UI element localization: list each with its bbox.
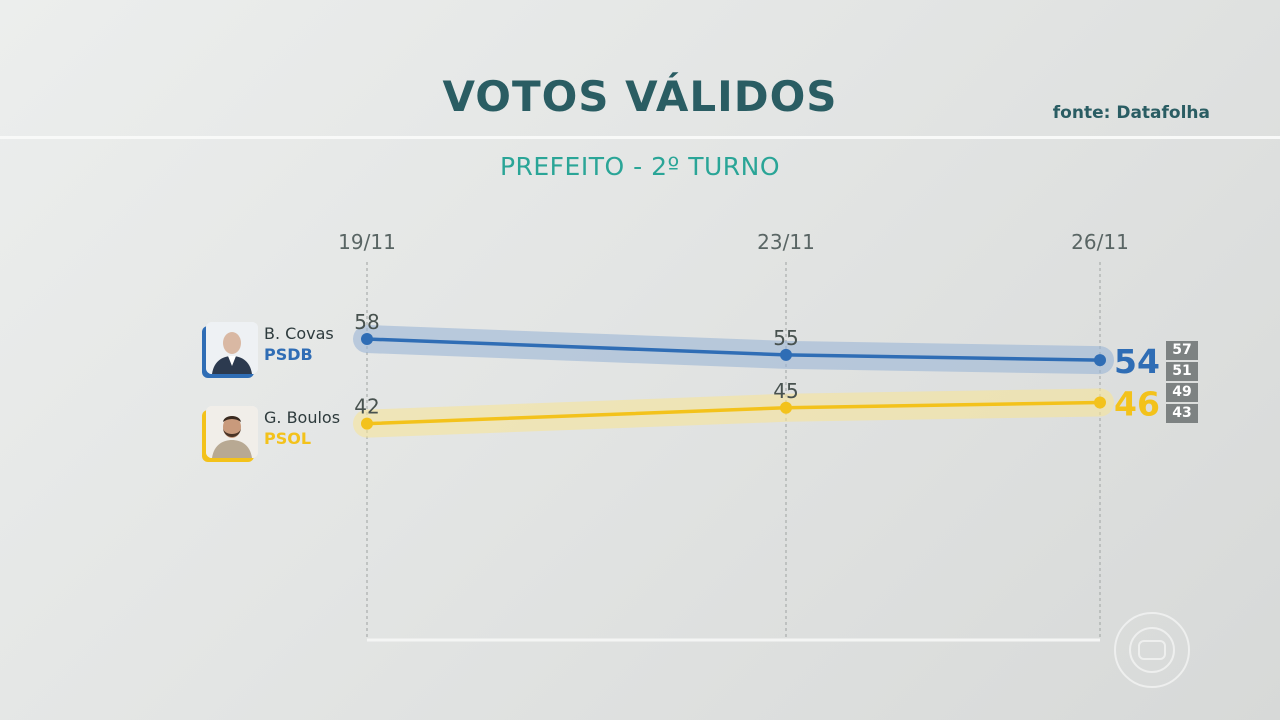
candidate-boulos: G. Boulos PSOL: [196, 406, 356, 462]
data-label: 46: [1114, 384, 1160, 423]
candidate-party: PSDB: [264, 345, 313, 364]
globo-logo-icon: [1114, 612, 1190, 688]
person-icon: [206, 406, 258, 458]
chart-subtitle: PREFEITO - 2º TURNO: [499, 152, 781, 181]
data-point: [1094, 396, 1106, 409]
margin-badge-boulos-low: 43: [1166, 404, 1198, 423]
data-label: 54: [1114, 342, 1160, 381]
data-point: [1094, 354, 1106, 367]
data-point: [361, 333, 373, 345]
x-tick-label: 19/11: [338, 230, 396, 254]
data-label: 42: [354, 395, 379, 419]
data-point: [780, 348, 792, 361]
candidate-photo-covas: [206, 322, 258, 374]
data-label: 45: [773, 379, 798, 403]
data-label: 58: [354, 310, 379, 334]
chart-title: VOTOS VÁLIDOS: [442, 72, 838, 121]
x-tick-label: 26/11: [1071, 230, 1129, 254]
candidate-party: PSOL: [264, 429, 312, 448]
data-point: [780, 401, 792, 414]
candidate-photo-boulos: [206, 406, 258, 458]
person-icon: [206, 322, 258, 374]
candidate-covas: B. Covas PSDB: [196, 322, 356, 378]
data-label: 55: [773, 326, 798, 350]
margin-badge-covas-high: 57: [1166, 341, 1198, 360]
source-label: fonte: Datafolha: [1052, 103, 1210, 123]
margin-badge-covas-low: 51: [1166, 362, 1198, 381]
x-tick-label: 23/11: [757, 230, 815, 254]
candidate-name: G. Boulos: [264, 408, 341, 427]
margin-badge-boulos-high: 49: [1166, 383, 1198, 402]
candidate-name: B. Covas: [264, 324, 334, 343]
data-point: [361, 417, 373, 430]
title-divider: [0, 136, 1280, 139]
